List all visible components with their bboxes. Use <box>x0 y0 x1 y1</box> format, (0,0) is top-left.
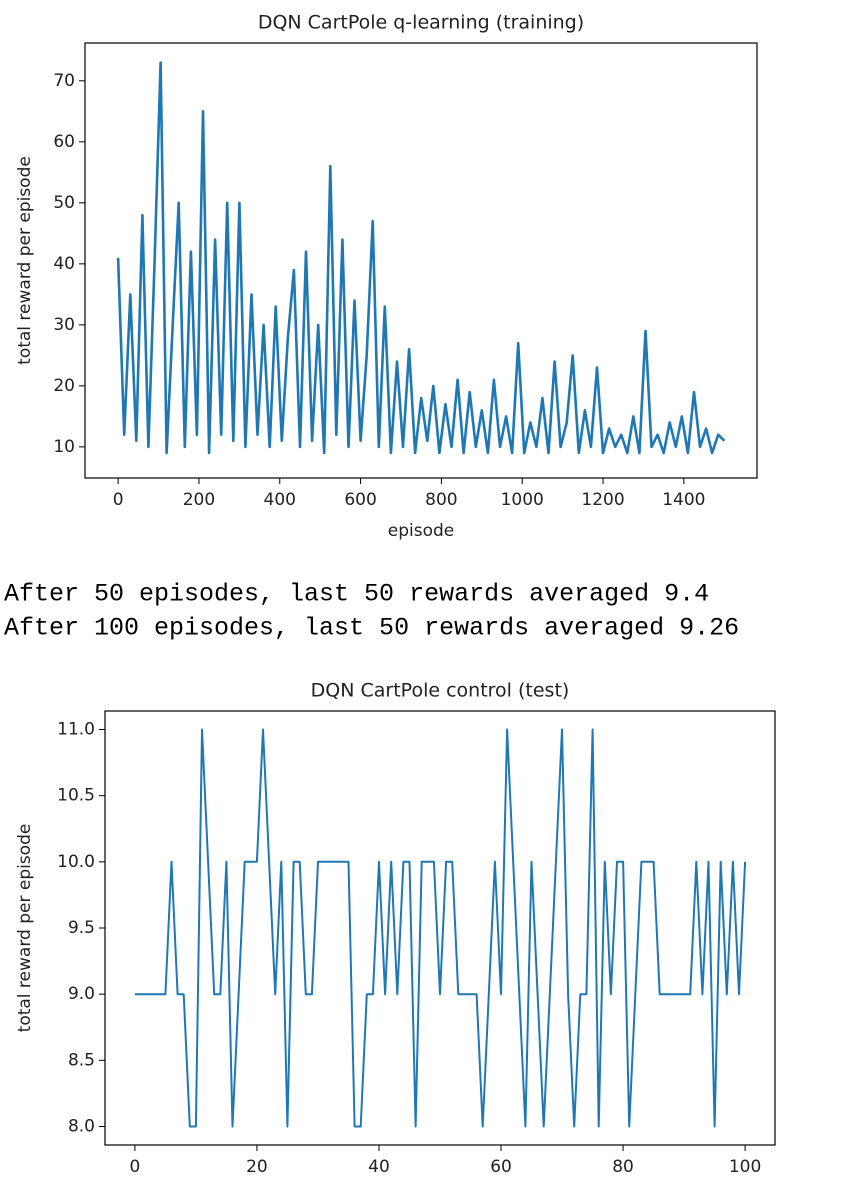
y-tick-label: 9.5 <box>68 918 95 938</box>
y-tick-label: 60 <box>53 132 75 152</box>
y-tick-label: 10 <box>53 437 75 457</box>
x-tick-label: 400 <box>264 490 296 510</box>
y-tick-label: 20 <box>53 376 75 396</box>
x-tick-label: 1200 <box>581 490 624 510</box>
y-axis-label: total reward per episode <box>15 824 35 1033</box>
output-line: After 100 episodes, last 50 rewards aver… <box>4 614 739 643</box>
x-tick-label: 1000 <box>501 490 544 510</box>
chart-title: DQN CartPole q-learning (training) <box>258 12 584 34</box>
chart-title: DQN CartPole control (test) <box>311 680 570 702</box>
x-tick-label: 200 <box>183 490 215 510</box>
y-tick-label: 70 <box>53 71 75 91</box>
x-tick-label: 60 <box>490 1157 512 1177</box>
y-tick-label: 40 <box>53 254 75 274</box>
x-tick-label: 0 <box>113 490 124 510</box>
y-tick-label: 9.0 <box>68 984 95 1004</box>
y-tick-label: 8.0 <box>68 1116 95 1136</box>
output-line: After 50 episodes, last 50 rewards avera… <box>4 580 709 609</box>
y-tick-label: 11.0 <box>57 720 95 740</box>
data-line <box>134 728 747 1128</box>
y-tick-label: 8.5 <box>68 1050 95 1070</box>
y-axis-label: total reward per episode <box>15 156 35 365</box>
y-tick-label: 10.0 <box>57 852 95 872</box>
y-tick-label: 30 <box>53 315 75 335</box>
data-line <box>116 61 726 455</box>
x-tick-label: 80 <box>612 1157 634 1177</box>
x-tick-label: 1400 <box>662 490 705 510</box>
x-tick-label: 800 <box>425 490 457 510</box>
axes-frame <box>84 42 758 479</box>
x-tick-label: 40 <box>368 1157 390 1177</box>
y-tick-label: 50 <box>53 193 75 213</box>
x-tick-label: 100 <box>729 1157 761 1177</box>
y-tick-label: 10.5 <box>57 786 95 806</box>
x-tick-label: 600 <box>344 490 376 510</box>
x-tick-label: 20 <box>246 1157 268 1177</box>
x-tick-label: 0 <box>129 1157 140 1177</box>
x-axis-label: episode <box>388 521 454 541</box>
axes-frame <box>104 710 776 1146</box>
